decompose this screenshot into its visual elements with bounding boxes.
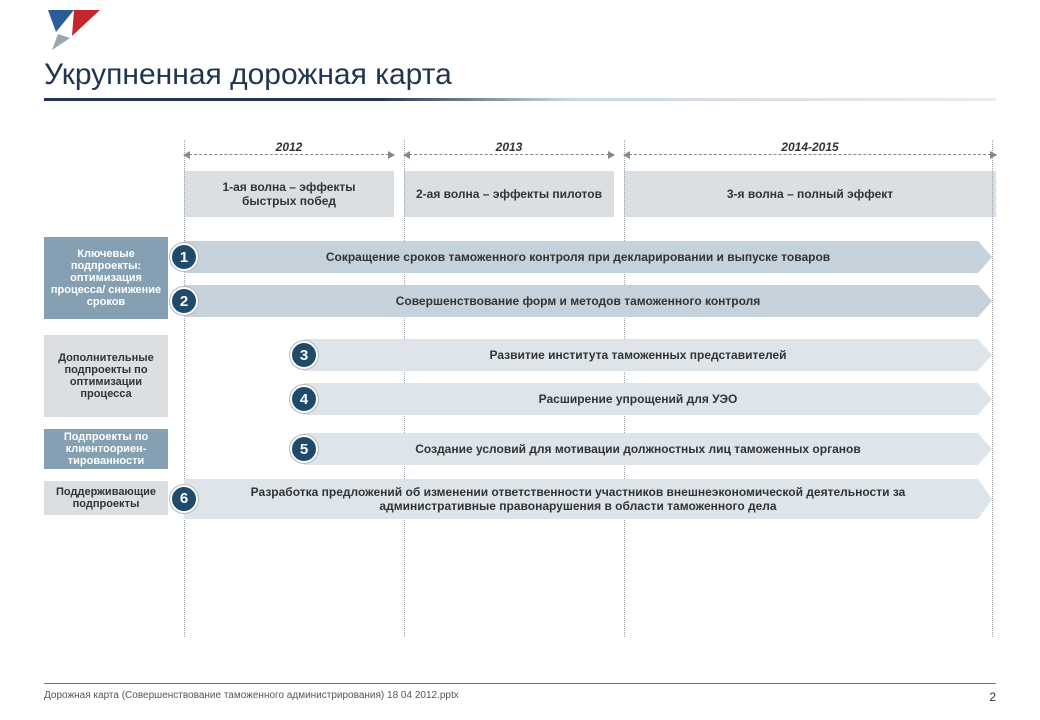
bars-column: 3 Развитие института таможенных представ… xyxy=(184,339,996,415)
category-group-support: Поддерживающие подпроекты 6 Разработка п… xyxy=(44,479,996,519)
bar-number-circle: 5 xyxy=(290,435,318,463)
wave-box: 2-ая волна – эффекты пилотов xyxy=(404,171,614,217)
bar-text: Развитие института таможенных представит… xyxy=(489,348,786,362)
category-group-client: Подпроекты по клиентоориен-тированности … xyxy=(44,433,996,465)
category-box: Дополнительные подпроекты по оптимизации… xyxy=(44,335,168,417)
period-span-arrow xyxy=(184,154,394,155)
category-box: Подпроекты по клиентоориен-тированности xyxy=(44,429,168,469)
category-group-additional: Дополнительные подпроекты по оптимизации… xyxy=(44,339,996,415)
category-box: Поддерживающие подпроекты xyxy=(44,481,168,515)
period-col: 2013 xyxy=(404,140,614,165)
logo xyxy=(44,8,100,57)
roadmap-bar: 4 Расширение упрощений для УЭО xyxy=(304,383,978,415)
bars-column: 6 Разработка предложений об изменении от… xyxy=(184,479,996,519)
roadmap-bar: 3 Развитие института таможенных представ… xyxy=(304,339,978,371)
period-span-arrow xyxy=(404,154,614,155)
category-label: Дополнительные подпроекты по оптимизации… xyxy=(50,352,162,400)
bar-number-circle: 2 xyxy=(170,287,198,315)
bar-arrowhead-icon xyxy=(978,479,992,519)
roadmap-bar: 2 Совершенствование форм и методов тамож… xyxy=(184,285,978,317)
roadmap-bar: 6 Разработка предложений об изменении от… xyxy=(184,479,978,519)
bar-number-circle: 4 xyxy=(290,385,318,413)
bar-arrowhead-icon xyxy=(978,241,992,273)
bar-arrowhead-icon xyxy=(978,285,992,317)
title-rule xyxy=(44,98,996,101)
bar-number-circle: 6 xyxy=(170,485,198,513)
roadmap-bar: 5 Создание условий для мотивации должнос… xyxy=(304,433,978,465)
bar-text: Разработка предложений об изменении отве… xyxy=(198,485,958,514)
bar-text: Сокращение сроков таможенного контроля п… xyxy=(326,250,830,264)
bar-text: Создание условий для мотивации должностн… xyxy=(415,442,860,456)
period-label: 2014-2015 xyxy=(624,140,996,154)
bar-number-circle: 1 xyxy=(170,243,198,271)
bar-arrowhead-icon xyxy=(978,339,992,371)
timeline-periods: 2012 2013 2014-2015 xyxy=(184,140,996,165)
bars-column: 5 Создание условий для мотивации должнос… xyxy=(184,433,996,465)
wave-headers: 1-ая волна – эффекты быстрых побед 2-ая … xyxy=(184,171,996,217)
period-span-arrow xyxy=(624,154,996,155)
period-col: 2014-2015 xyxy=(624,140,996,165)
period-col: 2012 xyxy=(184,140,394,165)
timeline-header: 2012 2013 2014-2015 1-ая волна – эффекты… xyxy=(184,140,996,217)
category-label: Поддерживающие подпроекты xyxy=(50,486,162,510)
roadmap-chart: 2012 2013 2014-2015 1-ая волна – эффекты… xyxy=(44,140,996,533)
category-label: Ключевые подпроекты: оптимизация процесс… xyxy=(50,248,162,308)
bar-text: Совершенствование форм и методов таможен… xyxy=(396,294,761,308)
category-group-key: Ключевые подпроекты: оптимизация процесс… xyxy=(44,241,996,317)
roadmap-bar: 1 Сокращение сроков таможенного контроля… xyxy=(184,241,978,273)
page-number: 2 xyxy=(989,690,996,704)
category-label: Подпроекты по клиентоориен-тированности xyxy=(50,431,162,467)
page-title: Укрупненная дорожная карта xyxy=(44,58,996,98)
bar-number-circle: 3 xyxy=(290,341,318,369)
period-label: 2012 xyxy=(184,140,394,154)
footer-path: Дорожная карта (Совершенствование таможе… xyxy=(44,690,459,704)
bar-arrowhead-icon xyxy=(978,433,992,465)
bar-text: Расширение упрощений для УЭО xyxy=(539,392,738,406)
bar-arrowhead-icon xyxy=(978,383,992,415)
wave-box: 3-я волна – полный эффект xyxy=(624,171,996,217)
period-label: 2013 xyxy=(404,140,614,154)
wave-box: 1-ая волна – эффекты быстрых побед xyxy=(184,171,394,217)
category-box: Ключевые подпроекты: оптимизация процесс… xyxy=(44,237,168,319)
title-area: Укрупненная дорожная карта xyxy=(44,58,996,101)
bars-column: 1 Сокращение сроков таможенного контроля… xyxy=(184,241,996,317)
footer: Дорожная карта (Совершенствование таможе… xyxy=(44,683,996,704)
